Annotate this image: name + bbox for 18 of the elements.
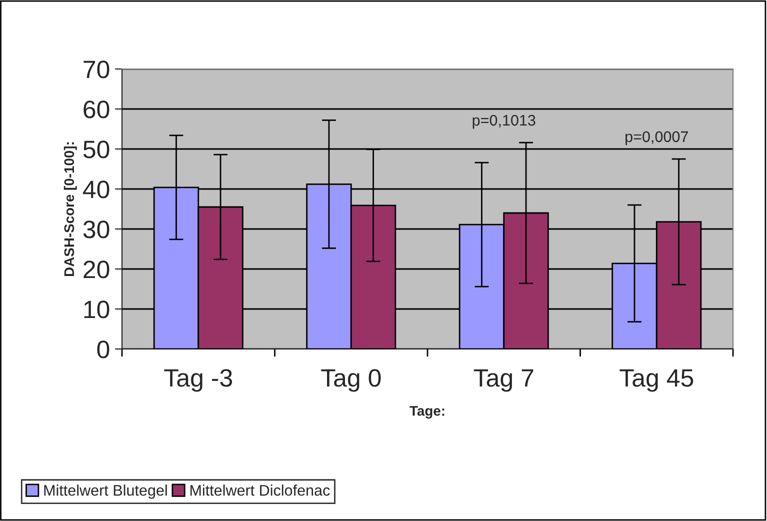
y-tick-label: 10 [84,300,110,318]
y-axis-title: DASH-Score [0-100]: [64,142,77,276]
y-tick-label: 40 [82,180,110,198]
y-tick-label: 30 [83,220,110,238]
y-tick-label: 70 [84,60,110,78]
y-tick-label: 60 [84,100,110,118]
y-tick-label: 50 [83,140,110,158]
x-axis-title: Tage: [410,406,444,419]
legend-label: Mittelwert Diclofenac [190,484,330,496]
x-tick-label: Tag 7 [474,369,534,392]
annotation: p=0,0007 [626,131,688,146]
x-tick-label: Tag 0 [321,369,381,392]
legend-label: Mittelwert Blutegel [44,484,167,499]
x-tick-label: Tag 45 [620,369,694,392]
annotation: p=0,1013 [472,114,536,129]
y-tick-label: 20 [84,260,110,278]
y-tick-label: 0 [97,340,110,358]
x-tick-label: Tag -3 [164,369,232,392]
